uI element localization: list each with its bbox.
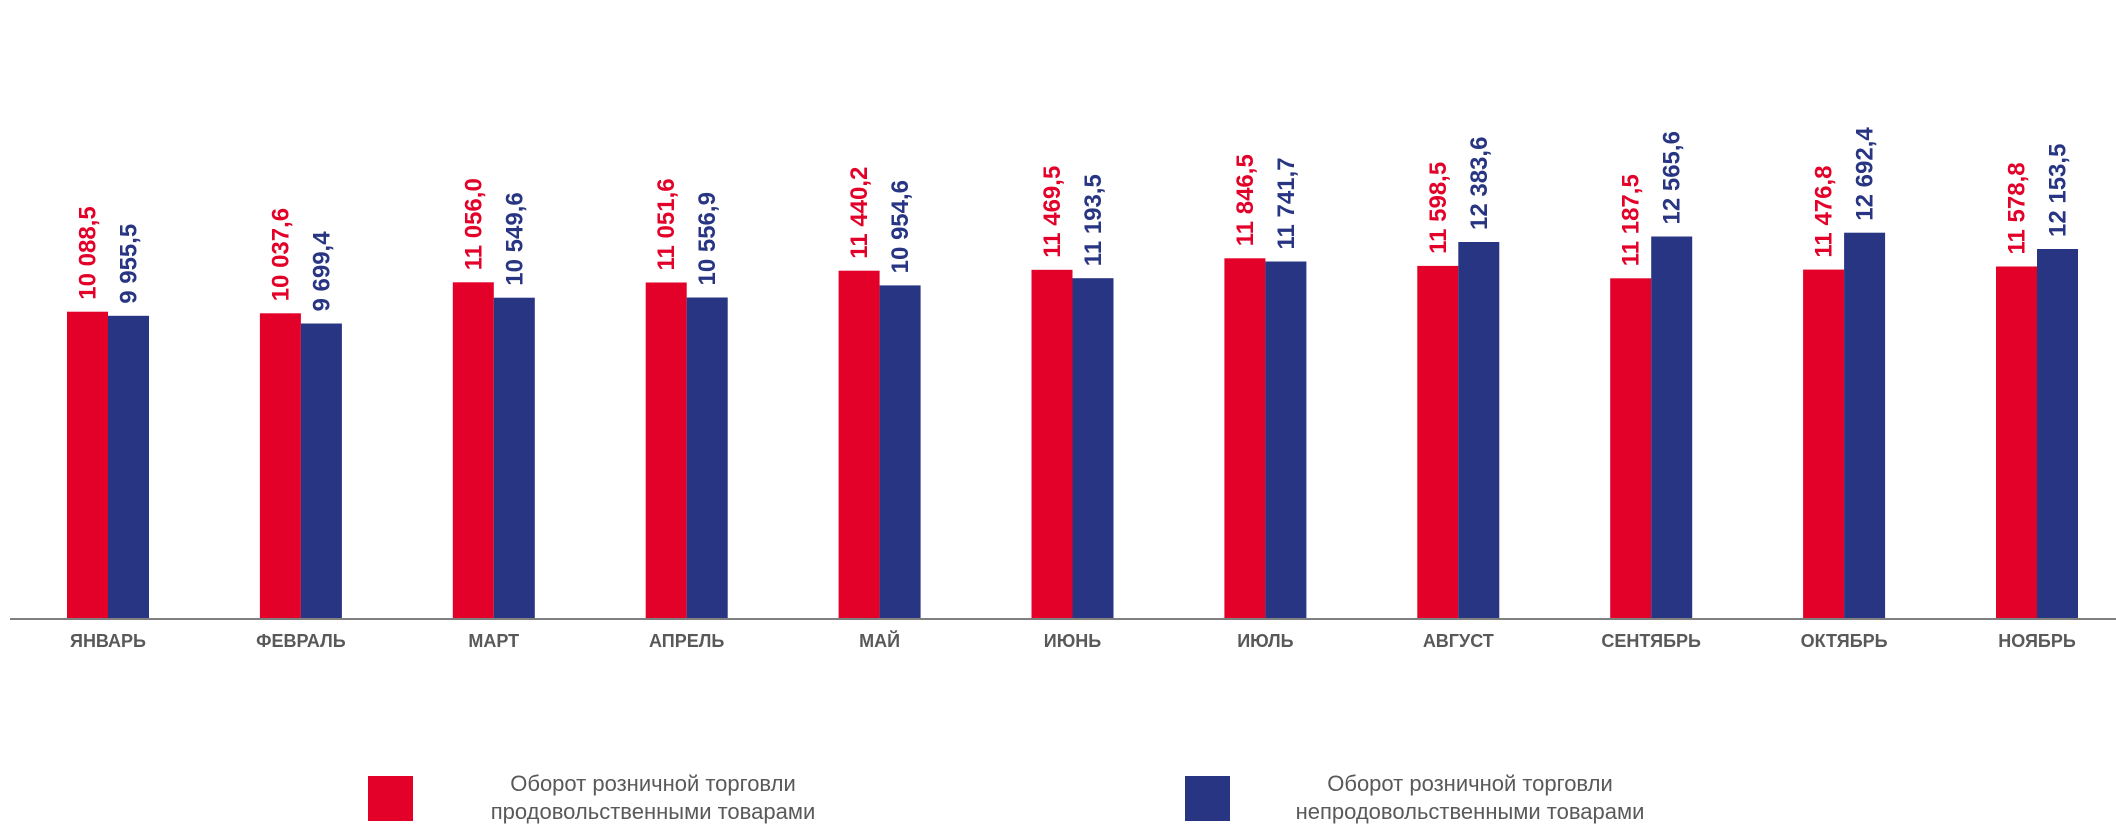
value-label-food-6: 11 846,5 [1232,154,1259,246]
bar-food-7 [1417,266,1458,618]
bar-food-6 [1224,258,1265,618]
bar-food-3 [646,283,687,619]
legend-food: Оборот розничной торговли продовольствен… [368,770,833,826]
value-label-nonfood-1: 9 699,4 [308,231,335,312]
bar-nonfood-3 [687,298,728,619]
legend-label-food-line1: Оборот розничной торговли [473,770,833,798]
bar-food-8 [1610,278,1651,618]
bar-nonfood-4 [880,285,921,618]
category-label-10: НОЯБРЬ [1998,631,2076,651]
value-label-food-10: 11 578,8 [2004,162,2031,254]
bar-nonfood-10 [2037,249,2078,618]
value-label-nonfood-5: 11 193,5 [1080,174,1107,266]
category-label-8: СЕНТЯБРЬ [1601,631,1701,651]
value-label-food-3: 11 051,6 [653,178,680,270]
category-label-2: МАРТ [468,631,519,651]
value-label-nonfood-10: 12 153,5 [2045,144,2072,237]
category-label-1: ФЕВРАЛЬ [256,631,346,651]
value-label-nonfood-0: 9 955,5 [116,224,143,304]
bar-nonfood-6 [1265,262,1306,619]
bar-food-0 [67,312,108,618]
legend-swatch-nonfood [1185,776,1230,821]
value-label-food-8: 11 187,5 [1618,174,1645,266]
value-label-nonfood-4: 10 954,6 [887,180,914,273]
value-label-nonfood-3: 10 556,9 [694,192,721,285]
bar-food-10 [1996,267,2037,619]
legend-label-food: Оборот розничной торговли продовольствен… [473,770,833,826]
category-label-0: ЯНВАРЬ [70,631,146,651]
value-label-food-1: 10 037,6 [267,208,294,301]
legend-label-nonfood-line1: Оборот розничной торговли [1290,770,1650,798]
category-label-5: ИЮНЬ [1044,631,1101,651]
value-label-nonfood-2: 10 549,6 [501,192,528,285]
value-label-nonfood-9: 12 692,4 [1852,127,1879,221]
value-label-nonfood-8: 12 565,6 [1659,131,1686,224]
category-labels-group: ЯНВАРЬ ФЕВРАЛЬ МАРТ АПРЕЛЬ МАЙ ИЮНЬ ИЮЛЬ АВГУСТ… [70,630,2076,651]
bar-nonfood-7 [1458,242,1499,618]
legend-label-food-line2: продовольственными товарами [473,798,833,826]
bar-food-2 [453,282,494,618]
legend-nonfood: Оборот розничной торговли непродовольств… [1185,770,1650,826]
bar-nonfood-1 [301,324,342,619]
legend-label-nonfood: Оборот розничной торговли непродовольств… [1290,770,1650,826]
value-label-food-2: 11 056,0 [460,178,487,270]
category-label-4: МАЙ [859,630,900,651]
value-label-food-0: 10 088,5 [75,206,102,299]
bar-nonfood-8 [1651,237,1692,619]
bar-chart: 10 088,5 9 955,5 10 037,6 9 699,4 11 056,0 10… [0,0,2116,700]
legend-swatch-food [368,776,413,821]
bar-food-4 [839,271,880,618]
category-label-7: АВГУСТ [1423,631,1494,651]
bar-nonfood-9 [1844,233,1885,618]
value-label-nonfood-6: 11 741,7 [1273,157,1300,249]
bar-nonfood-2 [494,298,535,618]
value-label-food-9: 11 476,8 [1811,165,1838,257]
value-label-food-4: 11 440,2 [846,167,873,259]
category-label-6: ИЮЛЬ [1237,631,1293,651]
value-label-nonfood-7: 12 383,6 [1466,137,1493,230]
bar-food-9 [1803,270,1844,618]
bars-group [67,233,2078,618]
bar-nonfood-5 [1073,278,1114,618]
value-label-food-5: 11 469,5 [1039,166,1066,258]
bar-nonfood-0 [108,316,149,618]
bar-food-5 [1032,270,1073,618]
legend-label-nonfood-line2: непродовольственными товарами [1290,798,1650,826]
bar-food-1 [260,313,301,618]
value-label-food-7: 11 598,5 [1425,162,1452,254]
category-label-9: ОКТЯБРЬ [1801,631,1888,651]
category-label-3: АПРЕЛЬ [649,631,724,651]
